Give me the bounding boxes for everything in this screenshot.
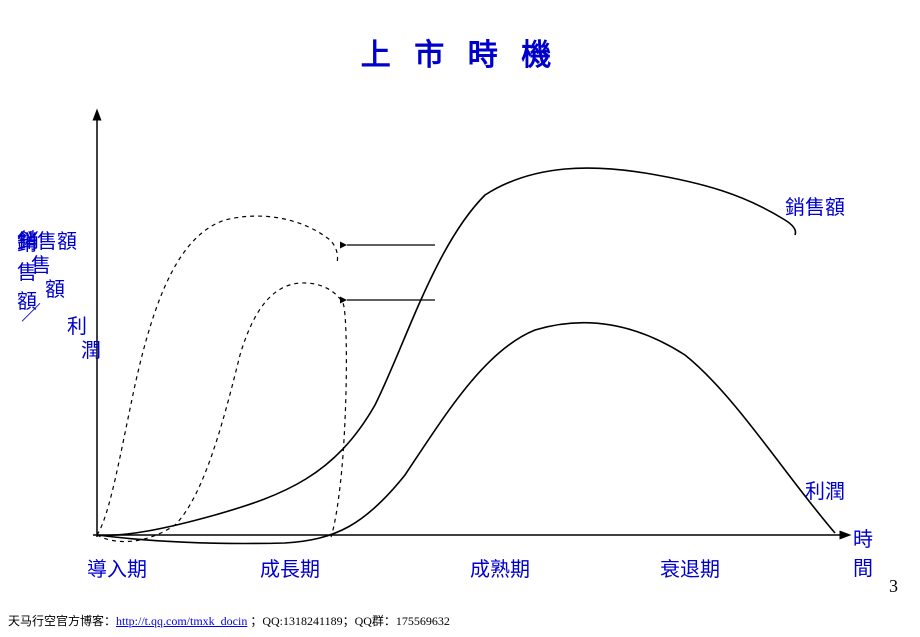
sales-label: 銷售額 — [785, 191, 845, 220]
y-profit-char: 潤 — [81, 334, 101, 363]
chart-svg — [85, 105, 875, 550]
footer-prefix: 天马行空官方博客： — [8, 614, 116, 628]
y-sales-char: 額 — [45, 273, 65, 302]
profit-curve-solid — [97, 323, 835, 544]
x-cat-decline: 衰退期 — [660, 553, 720, 582]
profit-label: 利潤 — [805, 475, 845, 504]
x-axis-label: 時間 — [853, 523, 875, 581]
x-cat-mature: 成熟期 — [470, 553, 530, 582]
page-number: 3 — [889, 576, 898, 597]
x-cat-growth: 成長期 — [260, 553, 320, 582]
footer-suffix: ；QQ:1318241189；QQ群：175569632 — [247, 614, 450, 628]
sales-curve-solid — [97, 168, 796, 535]
chart-area: 銷 銷售額 銷售額 銷 售 額 ／ 利 潤 銷售額 利潤 時間 導入期 成長期 … — [85, 105, 875, 550]
x-cat-intro: 導入期 — [87, 553, 147, 582]
footer-link[interactable]: http://t.qq.com/tmxk_docin — [116, 614, 247, 628]
footer: 天马行空官方博客：http://t.qq.com/tmxk_docin ；QQ:… — [8, 612, 450, 629]
profit-curve-dashed — [97, 283, 346, 542]
sales-curve-dashed — [97, 216, 338, 535]
chart-title: 上 市 時 機 — [361, 30, 560, 74]
y-slash: ／ — [21, 297, 41, 326]
